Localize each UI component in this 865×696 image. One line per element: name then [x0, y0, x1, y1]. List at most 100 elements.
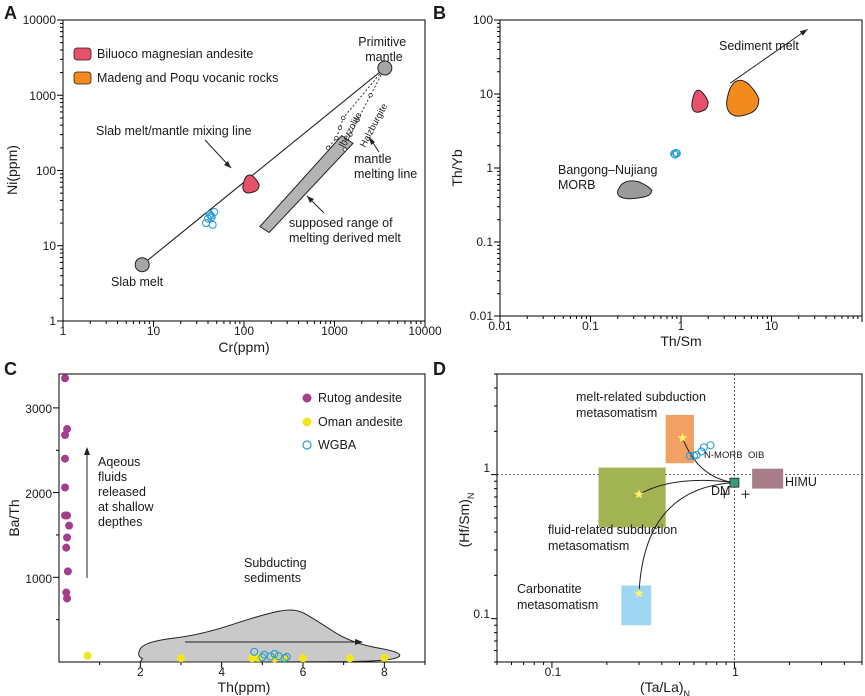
b-wgba-point	[671, 150, 680, 159]
d-fluid-line2: metasomatism	[548, 539, 629, 553]
d-ylabel-main: (Hf/Sm)	[456, 499, 472, 547]
panel-c-ticks	[53, 407, 426, 668]
d-wgba-point	[706, 441, 715, 450]
d-field-star: ★	[633, 486, 645, 501]
b-ytick-1: 1	[486, 161, 493, 175]
a-mml-line1: mantle	[354, 152, 392, 166]
a-mixing-line	[141, 67, 386, 266]
a-legend-label-madeng: Madeng and Poqu vocanic rocks	[97, 71, 278, 85]
panel-a-ticks	[57, 19, 426, 327]
d-ytick-1: 1	[483, 461, 490, 475]
c-xtick-6: 6	[300, 665, 307, 679]
d-fluid-line1: fluid-related subduction	[548, 523, 677, 537]
d-melt-label: melt-related subduction metasomatism	[576, 390, 709, 420]
c-rutog-point	[62, 588, 71, 597]
panel-b-frame	[499, 19, 863, 317]
b-morb-line2: MORB	[558, 178, 596, 192]
panel-b-letter: B	[433, 3, 446, 23]
c-rutog-point	[61, 454, 70, 463]
d-dm-point	[729, 477, 740, 488]
c-legend-marker-wgba	[302, 440, 312, 450]
c-wgba-points	[250, 647, 291, 663]
a-range-line2: melting derived melt	[289, 231, 401, 245]
b-ytick-0.01: 0.01	[470, 309, 494, 323]
a-primitive-mantle-label: Primitive mantle	[358, 35, 409, 64]
a-wgba-point	[203, 214, 213, 223]
d-field-star: ★	[633, 585, 645, 600]
c-fluid-line3: released	[98, 485, 146, 499]
c-legend-label-wgba: WGBA	[318, 438, 357, 452]
b-ylabel: Th/Yb	[449, 149, 465, 187]
panel-b-ticks	[494, 19, 863, 322]
c-oman-point	[248, 654, 257, 663]
a-xlabel: Cr(ppm)	[218, 339, 269, 355]
d-carbonatite-field	[621, 585, 652, 626]
panel-c-letter: C	[4, 359, 17, 379]
d-fields	[598, 414, 784, 626]
c-rutog-point	[63, 533, 72, 542]
c-fluid-line1: Aqeous	[98, 455, 140, 469]
c-sediment-arrowhead	[355, 639, 363, 645]
d-ylabel-sub: N	[466, 493, 476, 500]
b-xtick-10: 10	[765, 319, 779, 333]
c-fluid-arrowhead	[84, 447, 90, 455]
a-melting-range-band	[259, 135, 354, 234]
a-ylabel: Ni(ppm)	[4, 145, 20, 195]
a-wgba-point	[201, 219, 211, 228]
c-oman-point	[299, 654, 307, 663]
a-wgba-point	[208, 220, 217, 229]
c-fluid-line5: depthes	[98, 515, 142, 529]
c-rutog-point	[63, 511, 72, 520]
c-wgba-point	[270, 649, 279, 659]
c-legend-marker-rutog	[302, 393, 312, 403]
c-legend-marker-oman	[302, 417, 312, 427]
d-melt-line2: metasomatism	[576, 406, 657, 420]
a-mixing-arrowhead	[224, 161, 231, 168]
a-curve-point	[337, 125, 343, 130]
a-range-line1: supposed range of	[289, 216, 393, 230]
b-biluoco-field	[691, 89, 709, 113]
c-xlabel: Th(ppm)	[218, 679, 271, 695]
c-ytick-1000: 1000	[25, 572, 52, 586]
c-sed-line1: Subducting	[244, 556, 307, 570]
c-rutog-point	[61, 430, 70, 439]
c-ylabel: Ba/Th	[6, 499, 22, 536]
c-sed-line2: sediments	[244, 571, 301, 585]
c-rutog-point	[63, 594, 72, 603]
d-fluid-field	[598, 467, 666, 528]
c-wgba-point	[258, 653, 267, 662]
a-mml-line2: melting line	[354, 167, 417, 181]
c-oman-point	[177, 654, 185, 663]
d-mixing-curves	[638, 437, 735, 594]
c-rutog-point	[62, 543, 71, 552]
c-ytick-3000: 3000	[25, 402, 52, 416]
b-ytick-10: 10	[480, 87, 494, 101]
b-sediment-arrowhead	[799, 29, 808, 36]
a-legend-swatch-biluoco	[73, 47, 92, 61]
d-oib-label: OIB	[748, 450, 764, 461]
a-range-arrowhead	[307, 196, 314, 203]
a-curve-point	[334, 135, 339, 141]
b-xlabel: Th/Sm	[660, 333, 701, 349]
d-wgba-points	[685, 441, 715, 460]
a-melting-arrowhead	[369, 137, 375, 145]
d-fluid-label: fluid-related subduction metasomatism	[548, 523, 681, 553]
a-ytick-100: 100	[36, 164, 56, 178]
c-oman-point	[380, 653, 389, 662]
c-subducting-sediments-field	[138, 609, 401, 663]
panel-d-letter: D	[433, 359, 446, 379]
c-wgba-point	[266, 652, 275, 661]
panel-d: D 0.1 1 0.1 1 (Ta/La)N (Hf/Sm)N ★★★ melt…	[433, 359, 863, 696]
d-carb-line2: metasomatism	[517, 598, 598, 612]
a-slab-melt-label: Slab melt	[111, 275, 164, 289]
panel-a: A 1 10 100 1000 10000 1 10 100 1000 1000…	[4, 3, 442, 355]
b-madeng-field	[726, 79, 760, 117]
panel-b: B 0.01 0.1 1 10 0.01 0.1 1 10 100 Th/Sm …	[433, 3, 863, 349]
c-xtick-8: 8	[381, 665, 388, 679]
c-fluid-line2: fluids	[98, 470, 127, 484]
panel-c: C 2 4 6 8 1000 2000 3000 Th(ppm) Ba/Th A…	[4, 359, 426, 695]
d-carb-label: Carbonatite metasomatism	[517, 582, 598, 612]
a-mixing-line-label: Slab melt/mantle mixing line	[96, 124, 252, 138]
d-mixing-curve	[638, 479, 735, 495]
a-ytick-1000: 1000	[29, 89, 56, 103]
